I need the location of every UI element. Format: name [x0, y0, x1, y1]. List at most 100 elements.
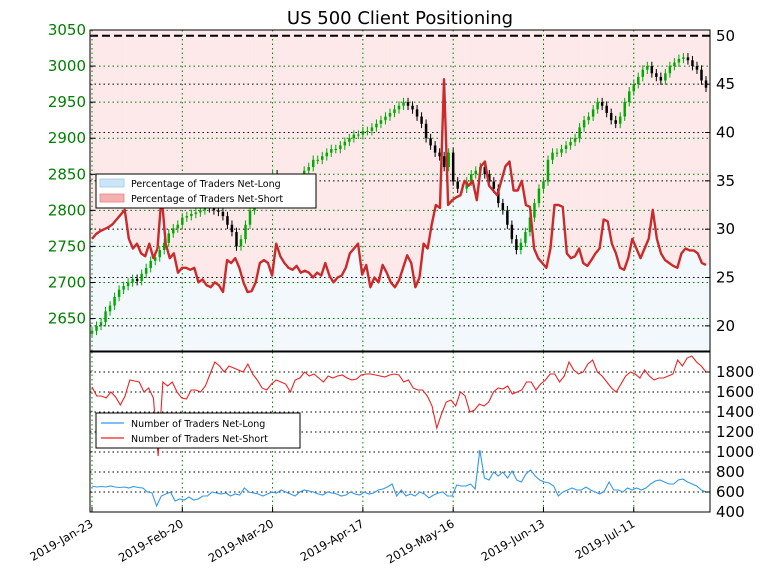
net-short-band	[545, 30, 551, 268]
net-short-band	[365, 30, 370, 265]
net-long-band	[336, 277, 341, 351]
net-long-band	[447, 205, 452, 351]
tick-label-price: 2950	[48, 93, 86, 111]
net-short-band	[414, 30, 419, 288]
net-long-band	[529, 206, 534, 351]
net-long-band	[389, 282, 395, 351]
net-long-band	[480, 166, 485, 351]
candle-body	[533, 203, 536, 218]
net-short-band	[636, 30, 641, 249]
candle-body	[551, 152, 554, 160]
candle-body	[655, 73, 658, 77]
net-short-band	[529, 30, 534, 207]
net-long-band	[270, 275, 276, 351]
net-long-band	[344, 267, 350, 351]
net-long-band	[681, 253, 686, 351]
net-long-band	[246, 292, 251, 351]
candle-body	[379, 120, 383, 124]
net-short-band	[549, 30, 555, 249]
tick-label-date: 2019-May-16	[384, 516, 457, 566]
candle-body	[99, 322, 103, 326]
net-short-band	[664, 30, 670, 261]
candle-body	[564, 145, 568, 150]
net-long-band	[217, 285, 222, 351]
net-long-band	[673, 265, 678, 351]
net-long-band	[668, 263, 674, 351]
net-short-band	[274, 30, 280, 244]
net-short-band	[373, 30, 378, 278]
candle-body	[596, 102, 599, 110]
candle-body	[605, 105, 608, 113]
net-long-band	[418, 277, 423, 351]
net-long-band	[340, 275, 345, 351]
net-long-band	[500, 180, 506, 351]
net-long-band	[566, 253, 571, 351]
net-short-band	[570, 30, 575, 259]
net-long-band	[504, 166, 510, 351]
net-short-band	[406, 30, 411, 256]
net-short-band	[402, 30, 407, 268]
candle-body	[591, 109, 595, 117]
candle-body	[623, 102, 626, 117]
net-short-band	[439, 30, 444, 208]
net-long-band	[496, 195, 501, 351]
net-long-band	[196, 282, 202, 351]
net-long-band	[151, 258, 157, 351]
net-long-band	[143, 256, 148, 351]
net-short-band	[254, 30, 259, 283]
candle-body	[361, 130, 365, 135]
net-short-band	[648, 30, 653, 239]
candle-body	[641, 69, 645, 77]
net-long-band	[627, 258, 633, 351]
net-short-band	[480, 30, 485, 167]
candle-body	[582, 120, 586, 128]
net-long-band	[365, 264, 370, 351]
net-long-band	[648, 238, 653, 351]
candle-body	[447, 152, 450, 168]
net-short-band	[619, 30, 625, 268]
net-short-band	[644, 30, 649, 249]
net-long-band	[295, 265, 300, 351]
candle-body	[501, 203, 505, 211]
candle-body	[95, 325, 98, 331]
net-short-band	[393, 30, 399, 288]
candle-body	[614, 120, 617, 124]
net-long-band	[562, 206, 567, 351]
tick-label-price: 2700	[48, 273, 86, 291]
candle-body	[194, 212, 198, 214]
net-short-band	[94, 30, 99, 235]
net-long-band	[328, 275, 333, 351]
net-long-band	[291, 269, 296, 351]
net-short-band	[163, 30, 169, 244]
candle-body	[348, 138, 351, 142]
net-short-band	[213, 30, 218, 283]
tick-label-num: 400	[716, 503, 745, 521]
net-long-band	[139, 253, 144, 351]
net-short-band	[603, 30, 608, 220]
legend-label-net-long: Percentage of Traders Net-Long	[131, 179, 281, 190]
net-long-band	[299, 272, 304, 351]
candle-body	[181, 217, 184, 225]
series-line-num-short	[91, 355, 707, 457]
net-long-band	[664, 260, 670, 351]
candle-body	[140, 273, 143, 282]
net-long-band	[122, 209, 128, 351]
tick-label-date: 2019-Jun-13	[479, 516, 547, 564]
candle-body	[90, 330, 94, 334]
candle-body	[388, 112, 392, 117]
candle-body	[352, 134, 356, 139]
net-short-band	[389, 30, 395, 283]
tick-label-pct: 50	[716, 27, 735, 45]
candle-body	[668, 66, 672, 74]
candle-body	[700, 69, 703, 81]
candle-body	[122, 286, 125, 290]
net-long-band	[303, 270, 309, 351]
net-short-band	[151, 30, 157, 259]
candle-body	[691, 60, 694, 67]
tick-label-pct: 20	[716, 317, 735, 335]
net-short-band	[668, 30, 674, 264]
tick-label-price: 2900	[48, 129, 86, 147]
net-short-band	[607, 30, 612, 222]
candle-body	[456, 181, 459, 189]
tick-label-date: 2019-Apr-17	[298, 516, 367, 564]
